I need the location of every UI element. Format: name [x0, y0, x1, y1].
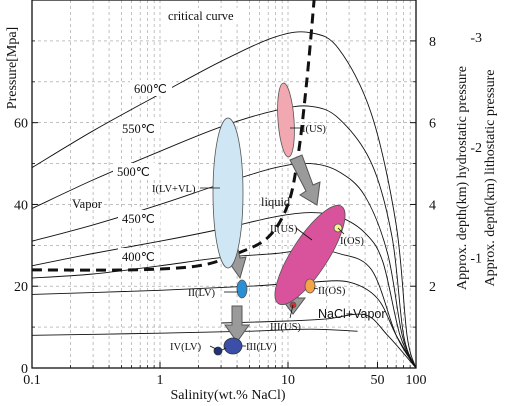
inclusion-label-i-us: I(US) [302, 124, 326, 135]
nacl-vapor-label: NaCl+Vapor [318, 307, 386, 321]
inclusion-labels: I(US) I(LV+VL) II(US) I(OS) II(LV) II(OS… [152, 124, 364, 353]
vapor-label: Vapor [72, 197, 103, 211]
leader-iv-lv [209, 345, 217, 350]
hydro-tick-label: 6 [429, 117, 436, 132]
leader-ii-us [295, 227, 313, 241]
inclusion-ellipse-ii-lv [236, 279, 248, 299]
inclusion-label-iii-lv: III(LV) [246, 342, 277, 353]
halite-boundary-line-0 [32, 280, 416, 368]
x-tick-label: 50 [370, 373, 384, 388]
isotherm-label-500: 500℃ [117, 165, 150, 179]
y-tick-label: 0 [21, 362, 28, 377]
x-tick-label: 1 [157, 373, 164, 388]
litho-tick-label: -1 [470, 252, 482, 267]
inclusion-ellipse-i-us [277, 82, 295, 158]
inclusion-label-ii-us: II(US) [270, 224, 298, 235]
isotherm-label-400: 400℃ [122, 250, 155, 264]
inclusion-label-ii-os: II(OS) [318, 286, 346, 297]
arrow-lower-left [224, 305, 250, 343]
x-axis-title: Salinity(wt.% NaCl) [170, 388, 285, 403]
x-tick-label: 10 [281, 373, 295, 388]
isotherm-line-1 [32, 105, 416, 368]
grid-lines [32, 0, 416, 368]
hydro-tick-label: 8 [429, 35, 436, 50]
inclusion-ellipse-iii-lv [223, 337, 243, 355]
hydro-tick-label: 2 [429, 280, 436, 295]
isotherm-labels: 600℃ 550℃ 500℃ 450℃ 400℃ [113, 80, 172, 264]
inclusion-label-iv-lv: IV(LV) [170, 342, 202, 353]
right-axis-title-lithostatic: Approx. depth(km) lithostatic pressure [483, 70, 498, 287]
y-tick-label: 60 [14, 117, 28, 132]
isotherm-label-450: 450℃ [122, 212, 155, 226]
leader-ii-os [313, 287, 319, 290]
inclusion-label-i-os: I(OS) [340, 236, 364, 247]
inclusion-label-ii-lv: II(LV) [188, 288, 216, 299]
hydro-tick-label: 4 [429, 198, 436, 213]
inclusion-label-iii-us: III(US) [270, 322, 301, 333]
isotherm-label-550: 550℃ [122, 122, 155, 136]
region-labels: critical curve Vapor liquid NaCl+Vapor [72, 8, 386, 321]
inclusion-ellipse-ii-os [304, 278, 316, 294]
halite-boundary-line-2 [32, 328, 358, 336]
y-axis-title: Pressure[Mpa] [5, 27, 20, 109]
critical-curve-line [32, 0, 316, 272]
inclusion-ellipse-i-lv-vl [212, 117, 244, 269]
halite-boundary-line-1 [221, 313, 416, 368]
litho-tick-label: -2 [470, 141, 482, 156]
arrow-upper [289, 154, 321, 206]
x-tick-label: 100 [406, 373, 427, 388]
isotherm-line-3 [32, 212, 416, 368]
halite-boundaries [32, 280, 416, 368]
critical-curve-label: critical curve [168, 9, 234, 23]
leader-iv-iii [221, 347, 227, 351]
plot-frame [31, 0, 417, 369]
inclusion-label-i-lv-vl: I(LV+VL) [152, 184, 196, 195]
y-tick-label: 20 [14, 280, 28, 295]
x-tick-label: 0.1 [23, 373, 41, 388]
liquid-label: liquid [261, 195, 291, 209]
leader-i-os [337, 227, 345, 235]
right-axis-title-hydrostatic: Approx. depth(km) hydrostatic pressure [455, 66, 470, 290]
leader-iii-us [289, 304, 294, 319]
axis-ticks: 0.1 1 10 50 100 0 20 40 60 2 4 6 8 -1 -2 -3 [14, 31, 482, 388]
inclusion-fields [212, 82, 346, 356]
isotherm-label-600: 600℃ [134, 82, 167, 96]
inclusion-ellipse-ii-us [274, 204, 346, 306]
litho-tick-label: -3 [470, 31, 482, 46]
leader-lines [200, 127, 345, 351]
isotherm-line-0 [32, 31, 416, 368]
isotherm-lines [32, 31, 416, 368]
y-tick-label: 40 [14, 198, 28, 213]
